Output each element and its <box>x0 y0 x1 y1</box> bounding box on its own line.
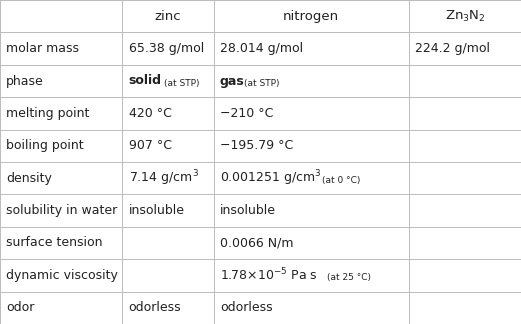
Text: $\mathregular{Zn_3N_2}$: $\mathregular{Zn_3N_2}$ <box>444 9 486 24</box>
Text: 28.014 g/mol: 28.014 g/mol <box>220 42 303 55</box>
Text: 0.001251 g/cm$^3$: 0.001251 g/cm$^3$ <box>220 168 321 188</box>
Text: density: density <box>6 172 52 185</box>
Text: 420 °C: 420 °C <box>129 107 171 120</box>
Text: (at STP): (at STP) <box>164 79 200 88</box>
Text: surface tension: surface tension <box>6 237 103 249</box>
Text: odorless: odorless <box>220 301 272 314</box>
Text: 65.38 g/mol: 65.38 g/mol <box>129 42 204 55</box>
Text: zinc: zinc <box>155 10 181 23</box>
Text: odor: odor <box>6 301 34 314</box>
Text: −195.79 °C: −195.79 °C <box>220 139 293 152</box>
Text: nitrogen: nitrogen <box>283 10 339 23</box>
Text: (at STP): (at STP) <box>244 79 279 88</box>
Text: insoluble: insoluble <box>129 204 184 217</box>
Text: 1.78$\times$10$^{-5}$ Pa s: 1.78$\times$10$^{-5}$ Pa s <box>220 267 317 284</box>
Text: insoluble: insoluble <box>220 204 276 217</box>
Text: solid: solid <box>129 75 162 87</box>
Text: odorless: odorless <box>129 301 181 314</box>
Text: melting point: melting point <box>6 107 90 120</box>
Text: boiling point: boiling point <box>6 139 84 152</box>
Text: gas: gas <box>220 75 245 87</box>
Text: −210 °C: −210 °C <box>220 107 273 120</box>
Text: solubility in water: solubility in water <box>6 204 118 217</box>
Text: 224.2 g/mol: 224.2 g/mol <box>415 42 490 55</box>
Text: 907 °C: 907 °C <box>129 139 172 152</box>
Text: phase: phase <box>6 75 44 87</box>
Text: dynamic viscosity: dynamic viscosity <box>6 269 118 282</box>
Text: (at 25 °C): (at 25 °C) <box>327 273 370 283</box>
Text: 0.0066 N/m: 0.0066 N/m <box>220 237 293 249</box>
Text: molar mass: molar mass <box>6 42 79 55</box>
Text: (at 0 °C): (at 0 °C) <box>322 176 361 185</box>
Text: 7.14 g/cm$^3$: 7.14 g/cm$^3$ <box>129 168 199 188</box>
